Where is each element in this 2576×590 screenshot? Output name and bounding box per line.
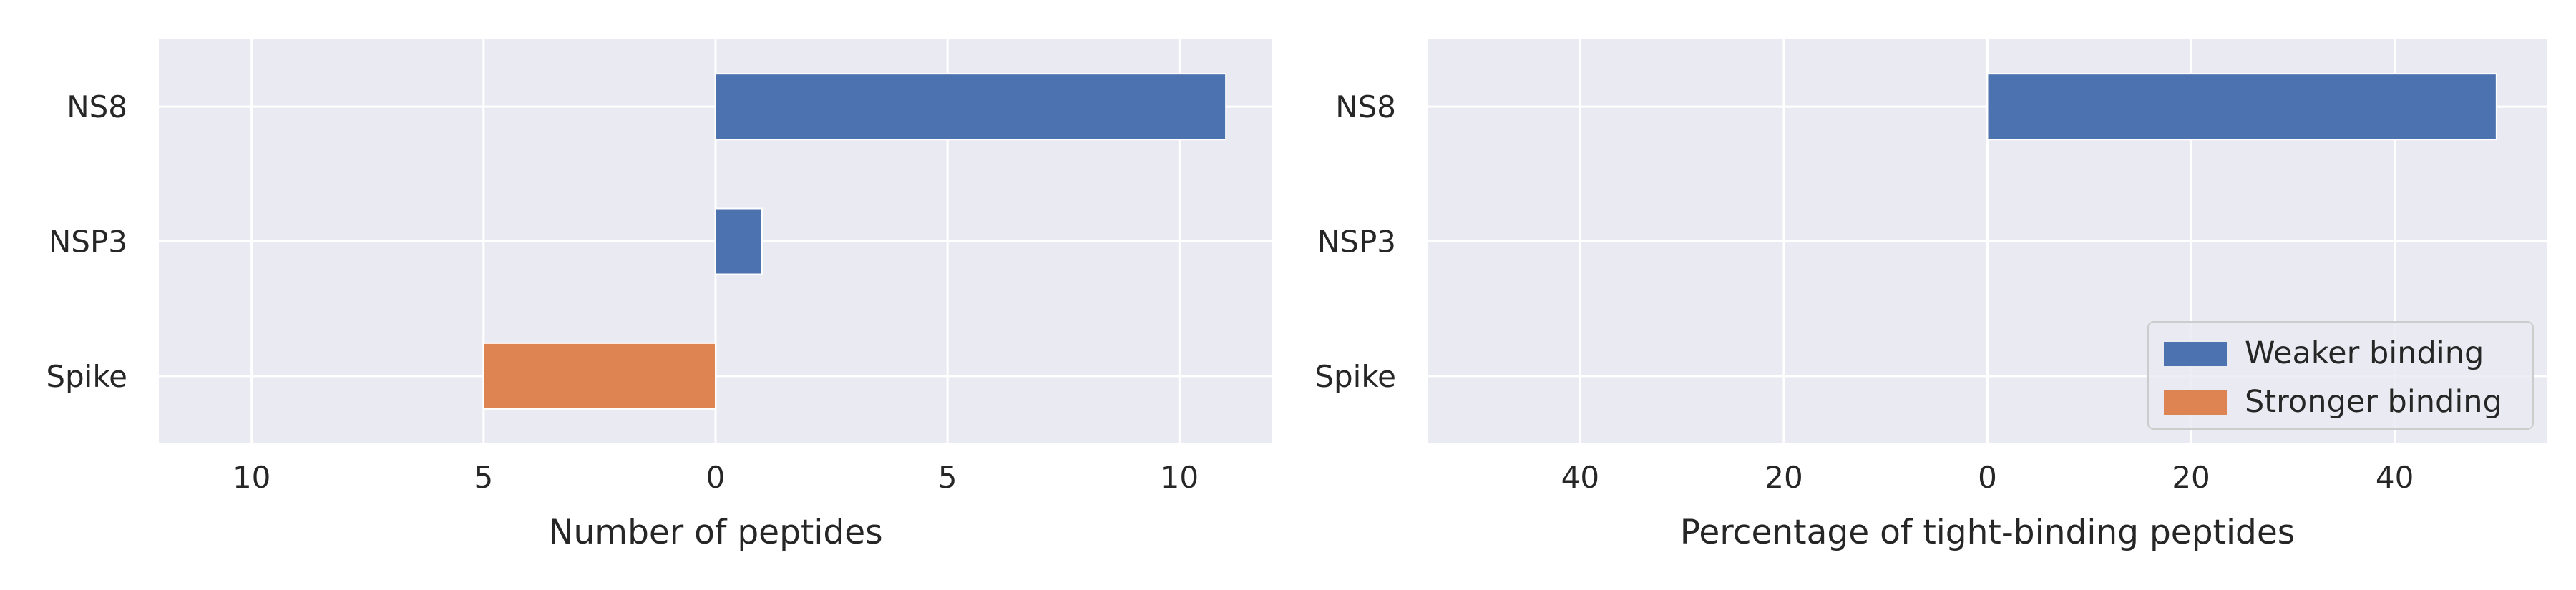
panel-percentage-tight-binding: 40 20 0 20 40 NS8 NSP3 Spike Percentage of tight… [1314,39,2547,552]
x-tick-label: 40 [2376,460,2414,495]
x-tick-label: 5 [938,460,957,495]
y-tick-label: NSP3 [1317,225,1396,260]
x-axis-label: Number of peptides [548,513,882,552]
x-tick-label: 20 [2172,460,2210,495]
y-tick-label: NS8 [67,89,127,124]
legend-label-stronger: Stronger binding [2245,384,2502,420]
x-tick-label: 0 [706,460,726,495]
x-tick-label: 10 [233,460,270,495]
legend-label-weaker: Weaker binding [2245,335,2484,371]
legend-swatch-stronger [2164,390,2227,415]
bar-weaker-nsp3 [715,207,763,275]
y-tick-label: Spike [46,359,127,394]
x-axis-label: Percentage of tight-binding peptides [1680,513,2296,552]
y-tick-label: NS8 [1335,89,1396,124]
legend-frame [2147,321,2534,430]
y-tick-label: Spike [1314,359,1396,394]
x-tick-label: 10 [1161,460,1199,495]
panel-number-of-peptides: 10 5 0 5 10 NS8 NSP3 Spike Number of peptides [46,39,1272,552]
bar-weaker-ns8 [1986,73,2497,141]
x-tick-label: 40 [1561,460,1599,495]
x-tick-label: 5 [474,460,493,495]
x-tick-label: 20 [1765,460,1802,495]
bar-weaker-ns8 [715,73,1227,141]
bar-stronger-spike [482,342,716,410]
x-tick-label: 0 [1978,460,1997,495]
y-tick-label: NSP3 [49,225,127,260]
legend-swatch-weaker [2164,342,2227,366]
legend: Weaker binding Stronger binding [2147,321,2534,430]
